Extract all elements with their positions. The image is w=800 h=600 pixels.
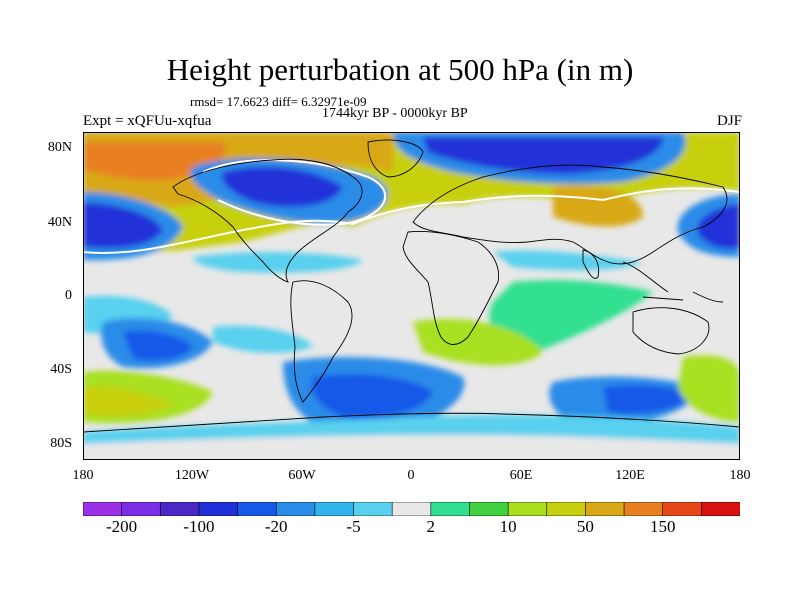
colorbar-swatch <box>546 502 587 516</box>
period-line: 1744kyr BP - 0000kyr BP <box>322 106 468 121</box>
map-plot <box>83 132 740 460</box>
colorbar <box>83 502 740 516</box>
positive-peak-pacific <box>83 142 225 181</box>
colorbar-swatch <box>121 502 161 516</box>
positive-core-south-pacific <box>83 386 173 417</box>
colorbar-swatch <box>198 502 239 516</box>
negative-core-east-pacific <box>697 204 740 249</box>
positive-south-indian <box>413 318 543 366</box>
colorbar-label: -5 <box>346 517 361 536</box>
weak-negative-tropics-east <box>493 250 643 271</box>
colorbar-swatch <box>507 502 548 516</box>
x-tick-label: 180 <box>729 468 751 483</box>
map-frame <box>83 132 740 460</box>
colorbar-swatch <box>469 502 509 516</box>
negative-core-namerica <box>222 167 343 207</box>
colorbar-label: -200 <box>106 517 138 536</box>
page-title: Height perturbation at 500 hPa (in m) <box>166 52 634 87</box>
colorbar-swatch <box>275 502 316 516</box>
colorbar-swatch <box>159 502 200 516</box>
season-label: DJF <box>716 113 742 129</box>
colorbar-swatch <box>430 502 471 516</box>
x-tick-label: 120W <box>174 468 210 483</box>
negative-core-arctic <box>423 137 663 174</box>
stats-line: rmsd= 17.6623 diff= 6.32971e-09 <box>190 94 367 109</box>
x-tick-label: 60W <box>288 468 316 483</box>
weak-negative-tropics <box>193 252 363 273</box>
y-tick-label: 80N <box>47 140 72 155</box>
negative-core-southern-ocean <box>603 385 693 414</box>
colorbar-label: 150 <box>649 517 676 536</box>
y-tick-label: 0 <box>65 288 72 303</box>
colorbar-swatch <box>353 502 393 516</box>
colorbar-swatch <box>623 502 664 516</box>
coastlines <box>83 139 740 433</box>
colorbar-label: -20 <box>264 517 288 536</box>
y-tick-label: 80S <box>50 436 72 451</box>
colorbar-label: 2 <box>426 517 436 536</box>
colorbar-swatch <box>314 502 355 516</box>
x-tick-label: 60E <box>509 468 533 483</box>
colorbar-swatch <box>701 502 740 516</box>
experiment-label: Expt = xQFUu-xqfua <box>83 113 212 129</box>
colorbar-label: -100 <box>183 517 215 536</box>
weak-positive-indian <box>489 280 653 357</box>
x-tick-label: 120E <box>615 468 645 483</box>
neutral-antarctic <box>83 434 740 460</box>
x-tick-label: 0 <box>407 468 415 483</box>
x-tick-label: 180 <box>72 468 94 483</box>
colorbar-label: 10 <box>499 517 517 536</box>
colorbar-swatch <box>83 502 123 516</box>
negative-core-south-pacific <box>123 330 193 361</box>
negative-core-south-atlantic <box>311 374 433 419</box>
weak-negative-central-south <box>213 325 313 354</box>
negative-core-west-pacific <box>83 202 163 249</box>
positive-se-pacific <box>678 355 740 422</box>
colorbar-swatch <box>585 502 625 516</box>
colorbar-label: 50 <box>576 517 594 536</box>
y-tick-label: 40N <box>47 215 72 230</box>
colorbar-swatch <box>662 502 702 516</box>
colorbar-swatch <box>391 502 432 516</box>
y-tick-label: 40S <box>50 362 72 377</box>
colorbar-swatch <box>237 502 277 516</box>
